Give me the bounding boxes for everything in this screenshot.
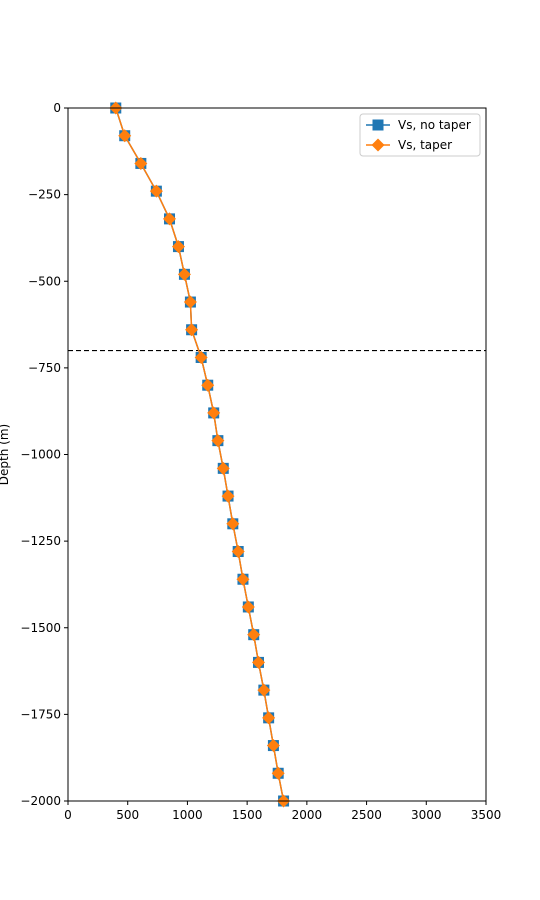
data-point-square bbox=[372, 119, 384, 131]
plot-area-frame bbox=[67, 107, 487, 802]
data-point-diamond bbox=[211, 434, 225, 448]
y-tick-label: −1500 bbox=[20, 621, 61, 635]
data-point-diamond bbox=[236, 572, 250, 586]
data-layer bbox=[68, 101, 486, 808]
y-tick-label: −1250 bbox=[20, 534, 61, 548]
data-point-diamond bbox=[231, 545, 245, 559]
data-point-diamond bbox=[216, 461, 230, 475]
data-point-diamond bbox=[266, 739, 280, 753]
data-point-diamond bbox=[134, 156, 148, 170]
x-tick-label: 500 bbox=[116, 808, 139, 822]
data-point-diamond bbox=[241, 600, 255, 614]
x-tick-label: 1500 bbox=[232, 808, 263, 822]
data-point-diamond bbox=[171, 240, 185, 254]
x-tick-label: 3500 bbox=[471, 808, 502, 822]
y-tick-label: −250 bbox=[28, 188, 61, 202]
data-point-diamond bbox=[149, 184, 163, 198]
data-point-diamond bbox=[251, 655, 265, 669]
data-point-diamond bbox=[118, 129, 132, 143]
data-point-diamond bbox=[262, 711, 276, 725]
data-point-diamond bbox=[371, 138, 385, 152]
data-point-diamond bbox=[257, 683, 271, 697]
series-line-1 bbox=[115, 107, 285, 802]
data-point-diamond bbox=[185, 323, 199, 337]
data-point-diamond bbox=[226, 517, 240, 531]
y-tick-label: −500 bbox=[28, 274, 61, 288]
legend: Vs, no taper Vs, taper bbox=[359, 113, 481, 157]
series-line-2 bbox=[115, 107, 285, 802]
series-group bbox=[68, 101, 486, 808]
y-tick-label: −1750 bbox=[20, 707, 61, 721]
y-tick-label: −2000 bbox=[20, 794, 61, 808]
data-point-diamond bbox=[271, 766, 285, 780]
x-tick-label: 2500 bbox=[351, 808, 382, 822]
y-tick-label: −1000 bbox=[20, 448, 61, 462]
y-tick-label: 0 bbox=[53, 101, 61, 115]
data-point-diamond bbox=[163, 212, 177, 226]
data-point-diamond bbox=[183, 295, 197, 309]
x-tick-label: 0 bbox=[64, 808, 72, 822]
data-point-diamond bbox=[177, 267, 191, 281]
x-tick-label: 2000 bbox=[292, 808, 323, 822]
x-tick-label: 1000 bbox=[172, 808, 203, 822]
legend-label-1: Vs, no taper bbox=[398, 118, 471, 132]
x-tick-label: 3000 bbox=[411, 808, 442, 822]
data-point-diamond bbox=[194, 350, 208, 364]
legend-label-2: Vs, taper bbox=[398, 138, 452, 152]
data-point-diamond bbox=[247, 628, 261, 642]
axis-ticks: 0 500 1000 1500 2000 2500 3000 3500 0 −250 −500 −75… bbox=[20, 101, 501, 822]
data-point-diamond bbox=[201, 378, 215, 392]
data-point-diamond bbox=[221, 489, 235, 503]
data-point-diamond bbox=[207, 406, 221, 420]
y-tick-label: −750 bbox=[28, 361, 61, 375]
y-axis-label: Depth (m) bbox=[0, 424, 11, 485]
